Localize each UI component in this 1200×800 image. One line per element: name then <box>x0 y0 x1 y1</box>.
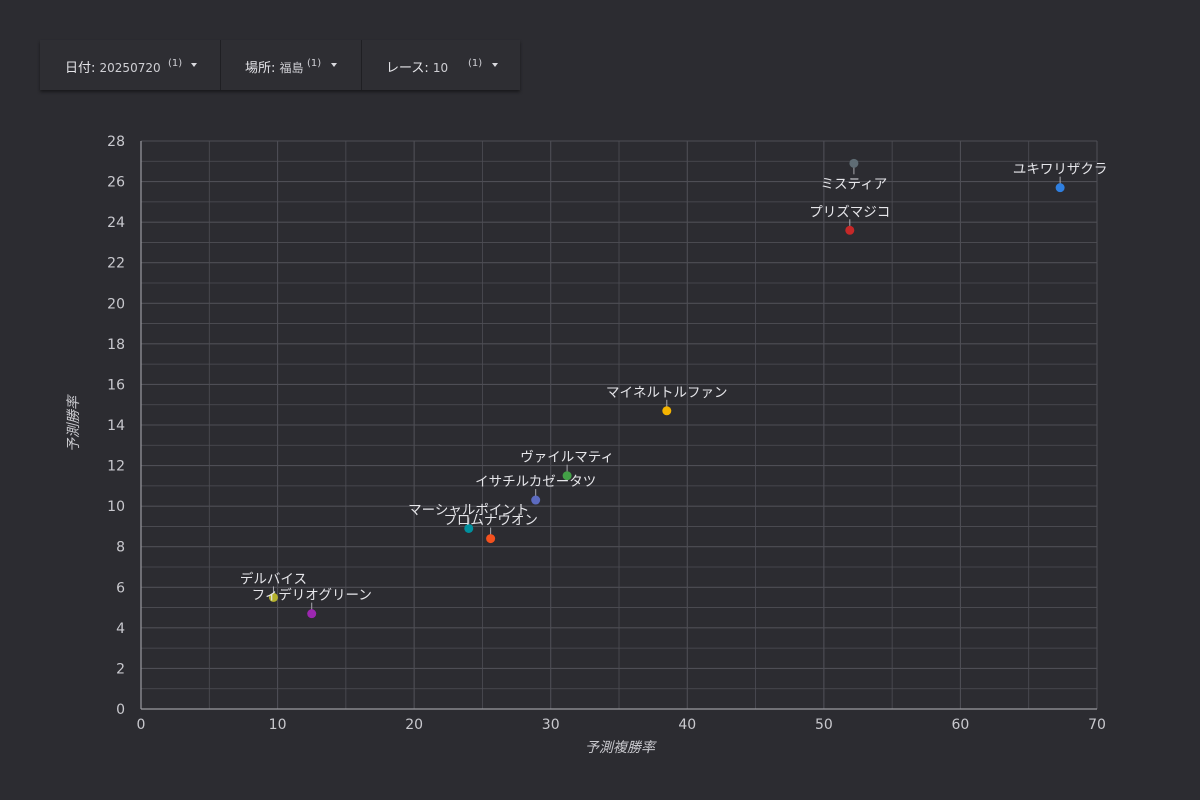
race-filter-count: (1) <box>468 58 483 69</box>
data-point[interactable] <box>531 495 541 505</box>
chevron-down-icon <box>191 63 197 67</box>
data-point[interactable] <box>486 534 496 544</box>
y-tick-label: 8 <box>116 540 125 556</box>
data-point[interactable] <box>845 225 855 235</box>
y-tick-label: 10 <box>107 499 125 515</box>
data-point[interactable] <box>268 592 278 602</box>
race-filter-value: 10 <box>432 61 449 75</box>
y-tick-label: 12 <box>107 459 125 475</box>
date-filter-label: 日付 <box>65 61 92 76</box>
y-tick-label: 26 <box>107 175 125 191</box>
venue-filter-label: 場所 <box>245 61 272 76</box>
chevron-down-icon <box>331 63 337 67</box>
y-tick-label: 2 <box>116 661 125 677</box>
date-filter-value: 20250720 <box>99 61 161 75</box>
x-axis-title: 予測複勝率 <box>585 740 657 756</box>
date-filter[interactable]: 日付: 20250720 (1) <box>40 40 221 90</box>
y-tick-label: 6 <box>116 580 125 596</box>
data-point[interactable] <box>562 471 572 481</box>
venue-filter-value: 福島 <box>279 61 304 75</box>
venue-filter-count: (1) <box>307 58 322 69</box>
data-point-label: ヴァイルマティ <box>520 449 614 466</box>
data-point-label: イサチルカゼータツ <box>475 474 596 490</box>
venue-filter[interactable]: 場所: 福島 (1) <box>221 40 362 90</box>
data-point-label: マーシャルポイント <box>408 502 529 518</box>
date-filter-text: 日付: 20250720 <box>65 61 161 76</box>
chevron-down-icon <box>492 63 498 67</box>
data-point[interactable] <box>307 609 317 619</box>
x-tick-label: 40 <box>678 717 696 733</box>
race-filter[interactable]: レース: 10 (1) <box>362 40 520 90</box>
y-tick-label: 22 <box>107 256 125 272</box>
y-tick-label: 28 <box>107 134 125 150</box>
data-point[interactable] <box>464 523 474 533</box>
filter-bar: 日付: 20250720 (1) 場所: 福島 (1) レース: 10 (1) <box>40 40 520 90</box>
x-tick-label: 70 <box>1088 717 1106 733</box>
data-point-label: ミスティア <box>821 176 888 192</box>
y-tick-label: 0 <box>116 702 125 718</box>
data-point[interactable] <box>849 158 859 168</box>
venue-filter-text: 場所: 福島 <box>245 61 304 76</box>
date-filter-count: (1) <box>168 58 183 69</box>
y-tick-label: 18 <box>107 337 125 353</box>
data-point-label: フィデリオグリーン <box>252 587 372 604</box>
y-tick-label: 24 <box>107 215 125 231</box>
race-filter-text: レース: 10 <box>386 61 449 76</box>
y-tick-label: 14 <box>107 418 125 434</box>
x-tick-label: 10 <box>269 717 287 733</box>
data-point-label: デルバイス <box>240 570 307 587</box>
x-tick-label: 50 <box>815 717 833 733</box>
data-point-label: ユキワリザクラ <box>1013 162 1108 178</box>
x-tick-label: 0 <box>137 717 146 733</box>
data-point[interactable] <box>1055 183 1065 193</box>
x-tick-label: 60 <box>952 717 970 733</box>
data-point-label: フロムナウオン <box>443 513 538 529</box>
y-tick-label: 16 <box>107 377 125 393</box>
data-point-label: マイネルトルファン <box>606 385 728 401</box>
y-tick-label: 4 <box>116 621 125 637</box>
chart-points: ユキワリザクラミスティアプリズマジコマイネルトルファンヴァイルマティイサチルカゼ… <box>240 158 1108 619</box>
y-axis-title: 予測勝率 <box>66 394 82 452</box>
data-point[interactable] <box>662 406 672 416</box>
race-filter-label: レース <box>386 61 425 76</box>
x-tick-label: 20 <box>405 717 423 733</box>
x-tick-label: 30 <box>542 717 560 733</box>
data-point-label: プリズマジコ <box>809 204 890 220</box>
y-tick-label: 20 <box>107 296 125 312</box>
chart-grid <box>140 140 1098 710</box>
